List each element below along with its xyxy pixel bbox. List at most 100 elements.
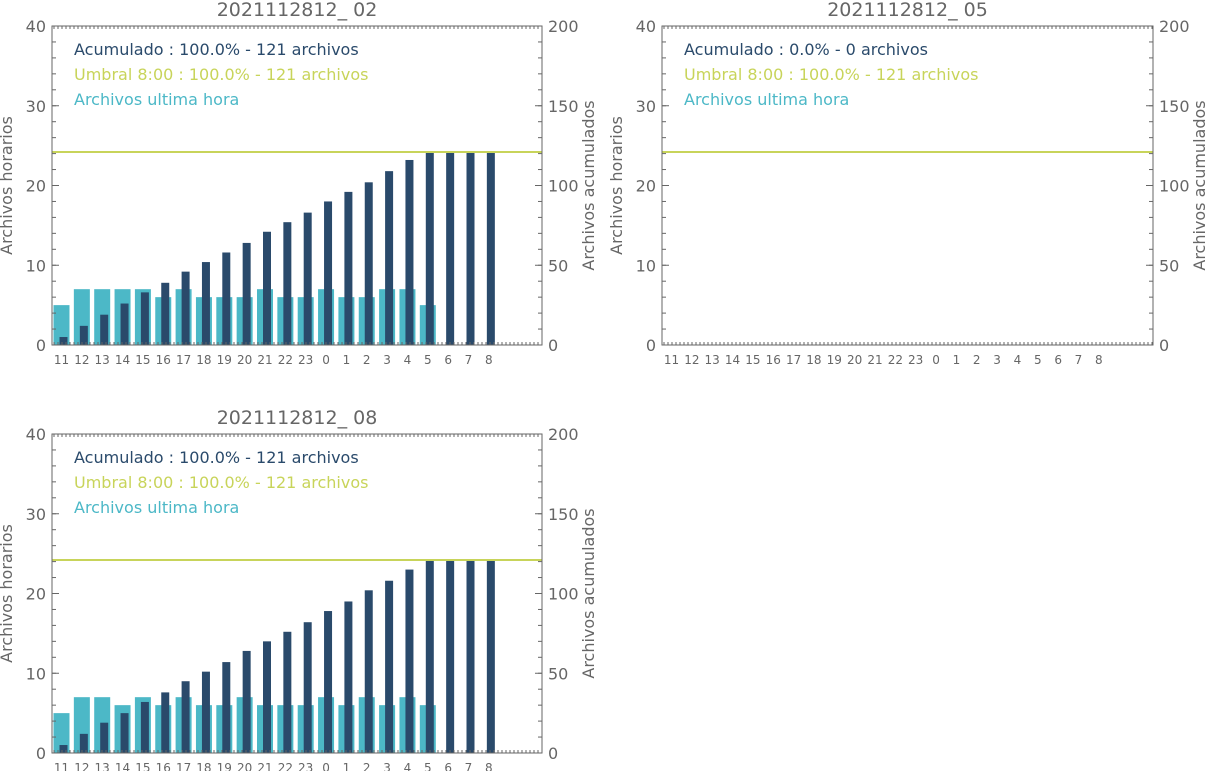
accumulated-bar xyxy=(446,152,455,345)
x-tick-label: 18 xyxy=(806,353,821,367)
x-tick-label: 21 xyxy=(257,353,272,367)
chart-title: 2021112812_ 02 xyxy=(217,0,378,21)
x-tick-label: 15 xyxy=(135,353,150,367)
accumulated-bar xyxy=(466,560,475,753)
x-tick-label: 1 xyxy=(953,353,961,367)
x-tick-label: 4 xyxy=(404,353,412,367)
accumulated-bar xyxy=(201,262,210,345)
accumulated-bar xyxy=(303,622,312,753)
x-tick-label: 12 xyxy=(74,353,89,367)
chart-title: 2021112812_ 08 xyxy=(217,407,378,429)
x-tick-label: 8 xyxy=(485,761,493,771)
x-tick-label: 1 xyxy=(343,353,351,367)
x-tick-label: 20 xyxy=(237,353,252,367)
y-tick-label: 40 xyxy=(26,425,46,444)
y2-tick-label: 0 xyxy=(548,744,558,763)
x-tick-label: 8 xyxy=(485,353,493,367)
accumulated-bar xyxy=(405,569,414,753)
x-tick-label: 19 xyxy=(827,353,842,367)
accumulated-bar xyxy=(201,671,210,753)
y-tick-label: 20 xyxy=(636,177,656,196)
y2-tick-label: 0 xyxy=(1159,336,1169,355)
x-tick-label: 15 xyxy=(135,761,150,771)
y-tick-label: 10 xyxy=(26,664,46,683)
x-tick-label: 19 xyxy=(217,353,232,367)
y-tick-label: 40 xyxy=(26,17,46,36)
accumulated-bar xyxy=(425,560,434,753)
x-tick-label: 13 xyxy=(95,761,110,771)
x-tick-label: 13 xyxy=(705,353,720,367)
y2-tick-label: 150 xyxy=(548,97,579,116)
y-tick-label: 30 xyxy=(26,97,46,116)
legend-entry: Umbral 8:00 : 100.0% - 121 archivos xyxy=(684,65,978,84)
y-axis-label: Archivos horarios xyxy=(607,116,626,255)
accumulated-bar xyxy=(242,242,251,345)
legend-entry: Archivos ultima hora xyxy=(684,90,849,109)
accumulated-bar xyxy=(283,631,292,753)
y-tick-label: 30 xyxy=(26,505,46,524)
x-tick-label: 3 xyxy=(383,353,391,367)
x-tick-label: 23 xyxy=(908,353,923,367)
x-tick-label: 14 xyxy=(725,353,740,367)
y2-tick-label: 100 xyxy=(548,177,579,196)
x-tick-label: 6 xyxy=(1054,353,1062,367)
accumulated-bar xyxy=(161,692,170,753)
accumulated-bar xyxy=(222,252,231,345)
accumulated-bar xyxy=(59,745,68,753)
x-tick-label: 7 xyxy=(1075,353,1083,367)
x-tick-label: 0 xyxy=(322,353,330,367)
x-tick-label: 13 xyxy=(95,353,110,367)
x-tick-label: 4 xyxy=(404,761,412,771)
x-tick-label: 3 xyxy=(383,761,391,771)
accumulated-bar xyxy=(486,560,495,753)
accumulated-bar xyxy=(222,662,231,753)
x-tick-label: 23 xyxy=(298,353,313,367)
y2-tick-label: 100 xyxy=(548,585,579,604)
accumulated-bar xyxy=(324,611,333,753)
accumulated-bar xyxy=(344,191,353,345)
y2-tick-label: 50 xyxy=(1159,256,1179,275)
accumulated-bar xyxy=(364,182,373,345)
accumulated-bar xyxy=(486,152,495,345)
x-tick-label: 0 xyxy=(932,353,940,367)
x-tick-label: 2 xyxy=(973,353,981,367)
y-tick-label: 0 xyxy=(646,336,656,355)
accumulated-bar xyxy=(364,590,373,753)
y2-tick-label: 150 xyxy=(1159,97,1190,116)
legend-entry: Acumulado : 0.0% - 0 archivos xyxy=(684,40,928,59)
accumulated-bar xyxy=(324,201,333,345)
x-tick-label: 6 xyxy=(444,761,452,771)
x-tick-label: 16 xyxy=(766,353,781,367)
x-tick-label: 0 xyxy=(322,761,330,771)
x-tick-label: 11 xyxy=(54,353,69,367)
x-tick-label: 17 xyxy=(176,353,191,367)
y2-axis-label: Archivos acumulados xyxy=(579,508,598,678)
accumulated-bar xyxy=(263,641,271,753)
y-axis-label: Archivos horarios xyxy=(0,524,16,663)
x-tick-label: 2 xyxy=(363,761,371,771)
accumulated-bar xyxy=(446,560,455,753)
x-tick-label: 16 xyxy=(156,353,171,367)
accumulated-bar xyxy=(242,650,251,753)
accumulated-bar xyxy=(303,212,312,345)
y2-tick-label: 50 xyxy=(548,256,568,275)
accumulated-bar xyxy=(120,303,129,345)
y2-tick-label: 200 xyxy=(1159,17,1190,36)
x-tick-label: 2 xyxy=(363,353,371,367)
chart-title: 2021112812_ 05 xyxy=(827,0,988,21)
x-tick-label: 14 xyxy=(115,761,130,771)
x-tick-label: 12 xyxy=(684,353,699,367)
x-tick-label: 6 xyxy=(444,353,452,367)
y2-tick-label: 200 xyxy=(548,17,579,36)
accumulated-bar xyxy=(466,152,475,345)
accumulated-bar xyxy=(181,271,190,345)
y-tick-label: 0 xyxy=(36,744,46,763)
y-tick-label: 10 xyxy=(636,256,656,275)
y-tick-label: 30 xyxy=(636,97,656,116)
x-tick-label: 20 xyxy=(847,353,862,367)
accumulated-bar xyxy=(385,580,394,753)
x-tick-label: 22 xyxy=(278,761,293,771)
accumulated-bar xyxy=(120,713,129,753)
legend-entry: Umbral 8:00 : 100.0% - 121 archivos xyxy=(74,473,368,492)
y-tick-label: 20 xyxy=(26,177,46,196)
